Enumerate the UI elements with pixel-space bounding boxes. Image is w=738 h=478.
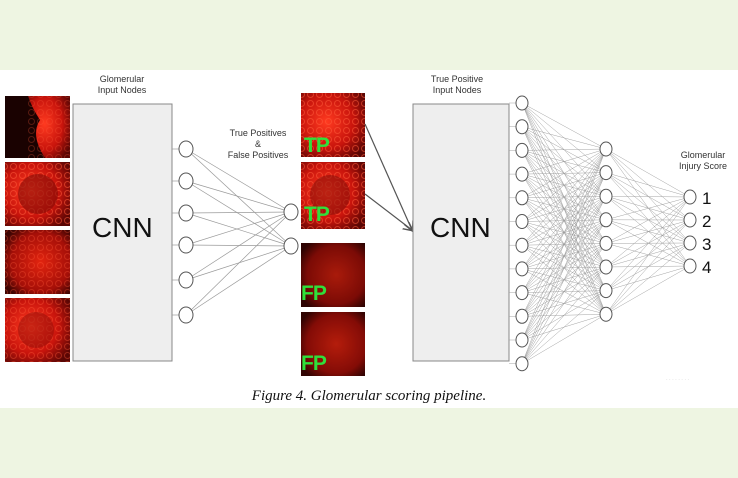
network-node [515, 190, 529, 206]
network-node [599, 283, 613, 299]
network-node [515, 166, 529, 182]
cnn-box-1 [72, 103, 173, 362]
tp-fp-label: True Positives & False Positives [220, 128, 296, 161]
network-node [599, 212, 613, 228]
output-node [683, 235, 697, 251]
network-node [515, 261, 529, 277]
input-image [5, 230, 70, 294]
cnn-box-2 [412, 103, 510, 362]
fp-tag: FP [301, 352, 327, 375]
cnn-label: CNN [430, 212, 491, 243]
cnn-label: CNN [92, 212, 153, 243]
tp-arrow [364, 193, 412, 230]
network-node [515, 214, 529, 229]
figure-caption: Figure 4. Glomerular scoring pipeline. [251, 388, 487, 404]
network-node [515, 237, 529, 253]
label-line: True Positive [430, 74, 484, 84]
tp-tag: TP [304, 134, 330, 157]
tp-tag: TP [304, 203, 330, 226]
network-1-nodes [178, 140, 299, 324]
input-image [5, 96, 70, 158]
label-line: & [254, 139, 261, 149]
score-label: 3 [702, 235, 712, 254]
tp-arrow [364, 123, 412, 230]
network-2-edges [509, 102, 691, 364]
label-line: False Positives [227, 150, 289, 160]
label-line: True Positives [229, 128, 287, 138]
label-line: Glomerular [680, 150, 726, 160]
network-node [599, 165, 613, 181]
injury-score-label: Glomerular Injury Score [672, 150, 734, 172]
input-image [5, 298, 70, 362]
fp-tag: FP [301, 282, 327, 305]
tp-fp-images [301, 93, 365, 376]
network-node [599, 235, 613, 251]
network-node [599, 306, 613, 322]
output-node [683, 212, 697, 228]
network-2-nodes [515, 95, 697, 372]
score-label: 2 [702, 212, 712, 231]
network-node [515, 119, 529, 135]
network-node [599, 259, 613, 275]
score-label: 1 [702, 189, 712, 208]
network-node [515, 356, 529, 372]
watermark: · · · · · · · · [666, 377, 690, 383]
network-node [515, 308, 529, 324]
network-node [599, 141, 613, 157]
tp-input-nodes-label: True Positive Input Nodes [424, 74, 490, 96]
label-line: Input Nodes [97, 85, 147, 95]
network-node [515, 95, 529, 111]
label-line: Injury Score [678, 161, 728, 171]
network-node [515, 142, 529, 158]
output-node [683, 258, 697, 274]
input-nodes-label: Glomerular Input Nodes [92, 74, 152, 96]
input-image [5, 162, 70, 226]
input-images [5, 96, 70, 362]
network-node [599, 188, 613, 204]
network-1-edges [172, 148, 292, 316]
output-node [683, 189, 697, 205]
network-node [515, 285, 529, 301]
score-label: 4 [702, 258, 712, 277]
network-node [515, 332, 529, 348]
label-line: Glomerular [99, 74, 145, 84]
label-line: Input Nodes [432, 85, 482, 95]
